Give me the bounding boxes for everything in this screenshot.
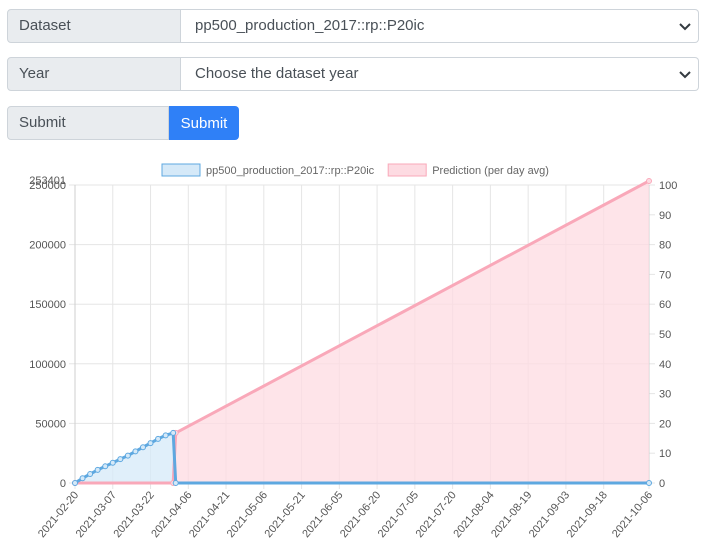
y-left-max-label: 253401 (29, 175, 66, 187)
submit-button[interactable]: Submit (169, 106, 239, 140)
y-left-tick-label: 200000 (29, 240, 66, 252)
year-select[interactable]: Choose the dataset year (181, 57, 699, 91)
legend-label: pp500_production_2017::rp::P20ic (206, 165, 375, 177)
y-right-tick-label: 100 (659, 180, 677, 192)
y-right-tick-label: 0 (659, 478, 665, 490)
data-point (124, 452, 131, 459)
data-point (155, 435, 162, 442)
legend-label: Prediction (per day avg) (432, 165, 549, 177)
legend-swatch (161, 163, 201, 177)
data-point (79, 475, 86, 482)
y-right-tick-label: 70 (659, 269, 671, 281)
data-point (87, 471, 94, 478)
y-right-tick-label: 60 (659, 299, 671, 311)
y-left-tick-label: 0 (60, 478, 66, 490)
x-tick-label: 2021-10-06 (610, 489, 655, 540)
y-right-tick-label: 30 (659, 389, 671, 401)
chevron-down-icon (679, 71, 691, 79)
y-axis-right: 0 10 20 30 40 50 60 70 80 90 100 (659, 180, 677, 490)
data-point (162, 432, 169, 439)
dataset-select-value: pp500_production_2017::rp::P20ic (195, 17, 425, 34)
series-line (74, 431, 649, 485)
chart-lines (72, 177, 652, 486)
data-point (102, 463, 109, 470)
data-point (94, 466, 101, 473)
dataset-select[interactable]: pp500_production_2017::rp::P20ic (181, 9, 699, 43)
y-left-tick-label: 150000 (29, 299, 66, 311)
y-right-tick-label: 80 (659, 240, 671, 252)
data-point (72, 480, 78, 486)
data-point (117, 456, 124, 463)
y-right-tick-label: 10 (659, 448, 671, 460)
y-right-tick-label: 40 (659, 359, 671, 371)
chart-legend: pp500_production_2017::rp::P20ic Predicti… (161, 163, 549, 177)
dataset-label: Dataset (7, 9, 181, 43)
data-point (139, 444, 146, 451)
submit-label: Submit (7, 106, 169, 140)
y-right-tick-label: 50 (659, 329, 671, 341)
data-point (132, 448, 139, 455)
chevron-down-icon (679, 23, 691, 31)
data-point (646, 480, 652, 486)
y-left-tick-label: 100000 (29, 359, 66, 371)
chart-fills (75, 180, 649, 483)
data-point (109, 459, 116, 466)
data-point (172, 480, 179, 486)
y-right-tick-label: 20 (659, 418, 671, 430)
year-select-value: Choose the dataset year (195, 65, 359, 82)
year-row: Year Choose the dataset year (7, 57, 699, 91)
submit-row: Submit Submit (7, 106, 239, 140)
series-fill (75, 432, 649, 483)
dataset-row: Dataset pp500_production_2017::rp::P20ic (7, 9, 699, 43)
legend-swatch (387, 163, 427, 177)
series-fill (75, 180, 649, 483)
data-point (170, 429, 177, 436)
y-left-tick-label: 50000 (35, 418, 66, 430)
data-point (646, 177, 652, 184)
year-label: Year (7, 57, 181, 91)
y-right-tick-label: 90 (659, 210, 671, 222)
y-left-tick-label: 250000 (29, 180, 66, 192)
data-point (147, 440, 154, 447)
x-axis: 2021-02-202021-03-072021-03-222021-04-06… (36, 489, 655, 540)
